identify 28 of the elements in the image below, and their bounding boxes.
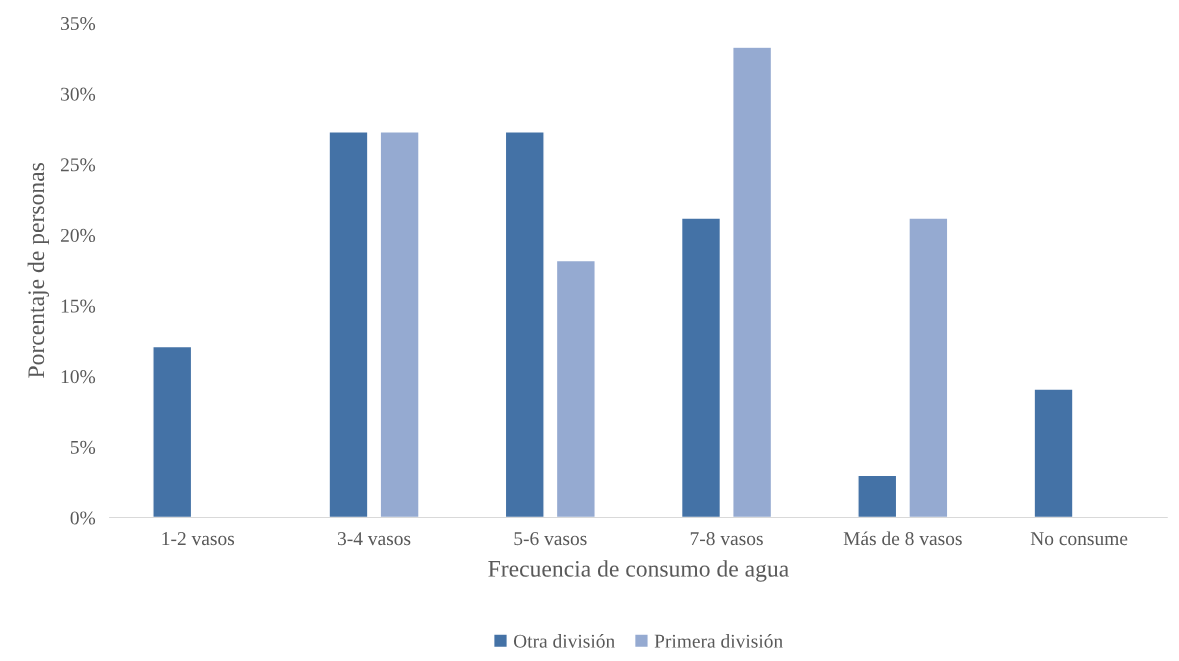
y-tick-label: 35% xyxy=(61,16,96,31)
legend-label: Otra división xyxy=(513,634,615,648)
x-tick-label: 1-2 vasos xyxy=(162,532,235,546)
bar xyxy=(555,259,596,518)
x-tick-label: 5-6 vasos xyxy=(514,532,587,546)
bar xyxy=(732,46,773,518)
y-tick-label: 5% xyxy=(70,440,96,454)
x-tick-label: 7-8 vasos xyxy=(690,532,763,546)
y-tick-label: 0% xyxy=(70,511,96,525)
bar xyxy=(857,474,898,518)
x-axis-title: Frecuencia de consumo de agua xyxy=(488,560,789,582)
y-axis-title: Porcentaje de personas xyxy=(27,163,50,378)
bar xyxy=(504,131,545,518)
y-tick-label: 30% xyxy=(61,87,96,101)
bar xyxy=(328,131,369,518)
bar xyxy=(680,217,722,518)
x-tick-label: Más de 8 vasos xyxy=(843,531,962,546)
legend-label: Primera división xyxy=(654,634,783,648)
y-tick-label: 15% xyxy=(61,299,96,313)
bar xyxy=(908,217,949,518)
y-tick-label: 20% xyxy=(60,228,96,243)
bar xyxy=(152,345,193,518)
y-tick-label: 25% xyxy=(60,158,96,172)
x-tick-label: No consume xyxy=(1030,532,1128,546)
x-tick-label: 3-4 vasos xyxy=(337,532,411,546)
bar xyxy=(1033,388,1074,518)
bar xyxy=(379,131,420,518)
y-tick-label: 10% xyxy=(61,370,96,384)
